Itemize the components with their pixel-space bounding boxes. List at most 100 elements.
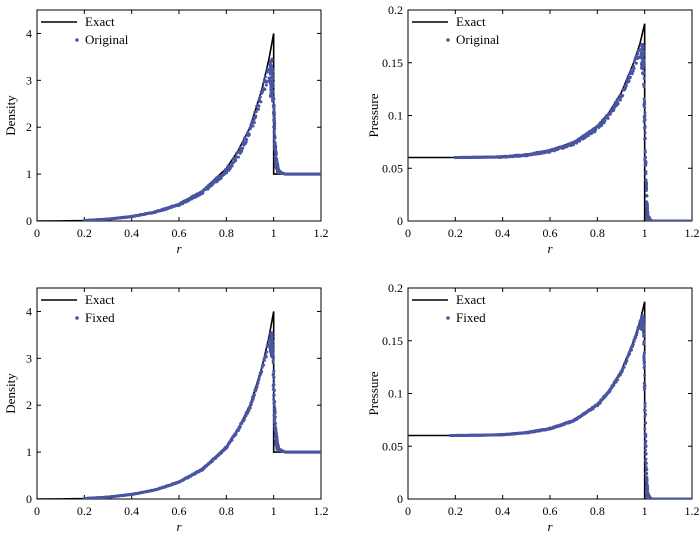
series-point xyxy=(643,458,647,462)
series-point xyxy=(690,219,692,221)
x-tick-label: 0 xyxy=(405,226,411,240)
series-point xyxy=(264,83,268,87)
series-point xyxy=(269,76,273,80)
series-point xyxy=(643,158,647,162)
series-point xyxy=(270,86,274,90)
series-point xyxy=(643,427,647,431)
series-point xyxy=(645,472,649,476)
series-point xyxy=(643,116,647,120)
legend-point-marker xyxy=(446,316,450,320)
series-point xyxy=(244,140,248,144)
series-point xyxy=(586,134,590,138)
series-point xyxy=(271,361,275,365)
series-point xyxy=(206,187,210,191)
x-tick-label: 0.6 xyxy=(543,226,558,240)
series-point xyxy=(271,373,275,377)
x-tick-label: 0.8 xyxy=(590,504,605,518)
series-point xyxy=(632,64,636,68)
series-point xyxy=(631,342,635,346)
series-point xyxy=(275,446,279,450)
series-point xyxy=(247,408,251,412)
x-tick-label: 0.6 xyxy=(543,504,558,518)
series-point xyxy=(628,352,632,356)
series-point xyxy=(238,425,242,429)
series-point xyxy=(642,339,646,343)
series-point xyxy=(274,156,278,160)
series-point xyxy=(643,415,647,419)
series-point xyxy=(274,148,278,152)
series-point xyxy=(642,361,646,365)
series-point xyxy=(273,425,277,429)
series-point xyxy=(643,162,647,166)
series-point xyxy=(130,492,134,496)
series-point xyxy=(618,373,622,377)
series-point xyxy=(230,164,234,168)
series-point xyxy=(244,414,248,418)
y-tick-label: 0 xyxy=(26,214,32,228)
y-tick-label: 3 xyxy=(26,351,32,365)
y-axis-label: Pressure xyxy=(366,93,381,137)
series-point xyxy=(643,444,647,448)
series-point xyxy=(640,60,644,64)
series-point xyxy=(453,155,457,160)
series-point xyxy=(271,91,275,95)
series-point xyxy=(644,452,648,456)
x-tick-label: 1.2 xyxy=(314,226,329,240)
series-point xyxy=(263,75,267,79)
series-point xyxy=(273,400,277,404)
legend: Exact Fixed xyxy=(412,292,486,325)
series-point xyxy=(643,136,647,140)
series-point xyxy=(645,490,649,494)
series-point xyxy=(269,72,273,76)
series-point xyxy=(272,375,276,379)
series-point xyxy=(484,155,488,159)
series-point xyxy=(230,438,234,442)
y-tick-label: 0.05 xyxy=(382,161,403,175)
series-point xyxy=(272,137,276,141)
series-point xyxy=(274,432,278,436)
series-point xyxy=(645,206,649,210)
series-point xyxy=(628,72,632,76)
series-point xyxy=(645,204,649,208)
x-tick-label: 0.2 xyxy=(448,226,463,240)
y-tick-label: 1 xyxy=(26,167,32,181)
series-point xyxy=(252,393,256,397)
series-point xyxy=(641,72,645,76)
series-point xyxy=(643,441,647,445)
series-point xyxy=(643,405,647,409)
series-point xyxy=(644,178,648,182)
series-point xyxy=(627,79,631,83)
series-point xyxy=(643,401,647,405)
series-point xyxy=(319,172,321,176)
y-tick-label: 0.05 xyxy=(382,439,403,453)
series-point xyxy=(271,99,275,103)
series-point xyxy=(612,383,616,387)
series-exact-line xyxy=(37,33,321,221)
series-point xyxy=(643,421,647,425)
series-point xyxy=(249,403,253,407)
series-point xyxy=(632,67,636,71)
series-point xyxy=(254,114,258,118)
plot-area xyxy=(37,311,321,499)
series-point xyxy=(643,124,647,128)
series-point xyxy=(642,97,646,101)
series-point xyxy=(645,216,649,220)
series-point xyxy=(630,348,634,352)
x-tick-label: 1 xyxy=(642,504,648,518)
series-point xyxy=(640,321,644,325)
series-point xyxy=(271,353,275,357)
series-point xyxy=(254,110,258,114)
series-point xyxy=(273,418,277,422)
series-point xyxy=(252,121,256,125)
series-point xyxy=(642,366,646,370)
x-tick-label: 0 xyxy=(34,504,40,518)
x-axis-label: r xyxy=(547,241,553,256)
series-point xyxy=(269,93,273,97)
series-point xyxy=(645,200,649,204)
axes-frame xyxy=(36,287,322,500)
axes-frame xyxy=(407,287,693,500)
series-point xyxy=(644,461,648,465)
y-tick-label: 4 xyxy=(26,304,32,318)
series-point xyxy=(644,448,648,452)
series-point xyxy=(641,327,645,331)
